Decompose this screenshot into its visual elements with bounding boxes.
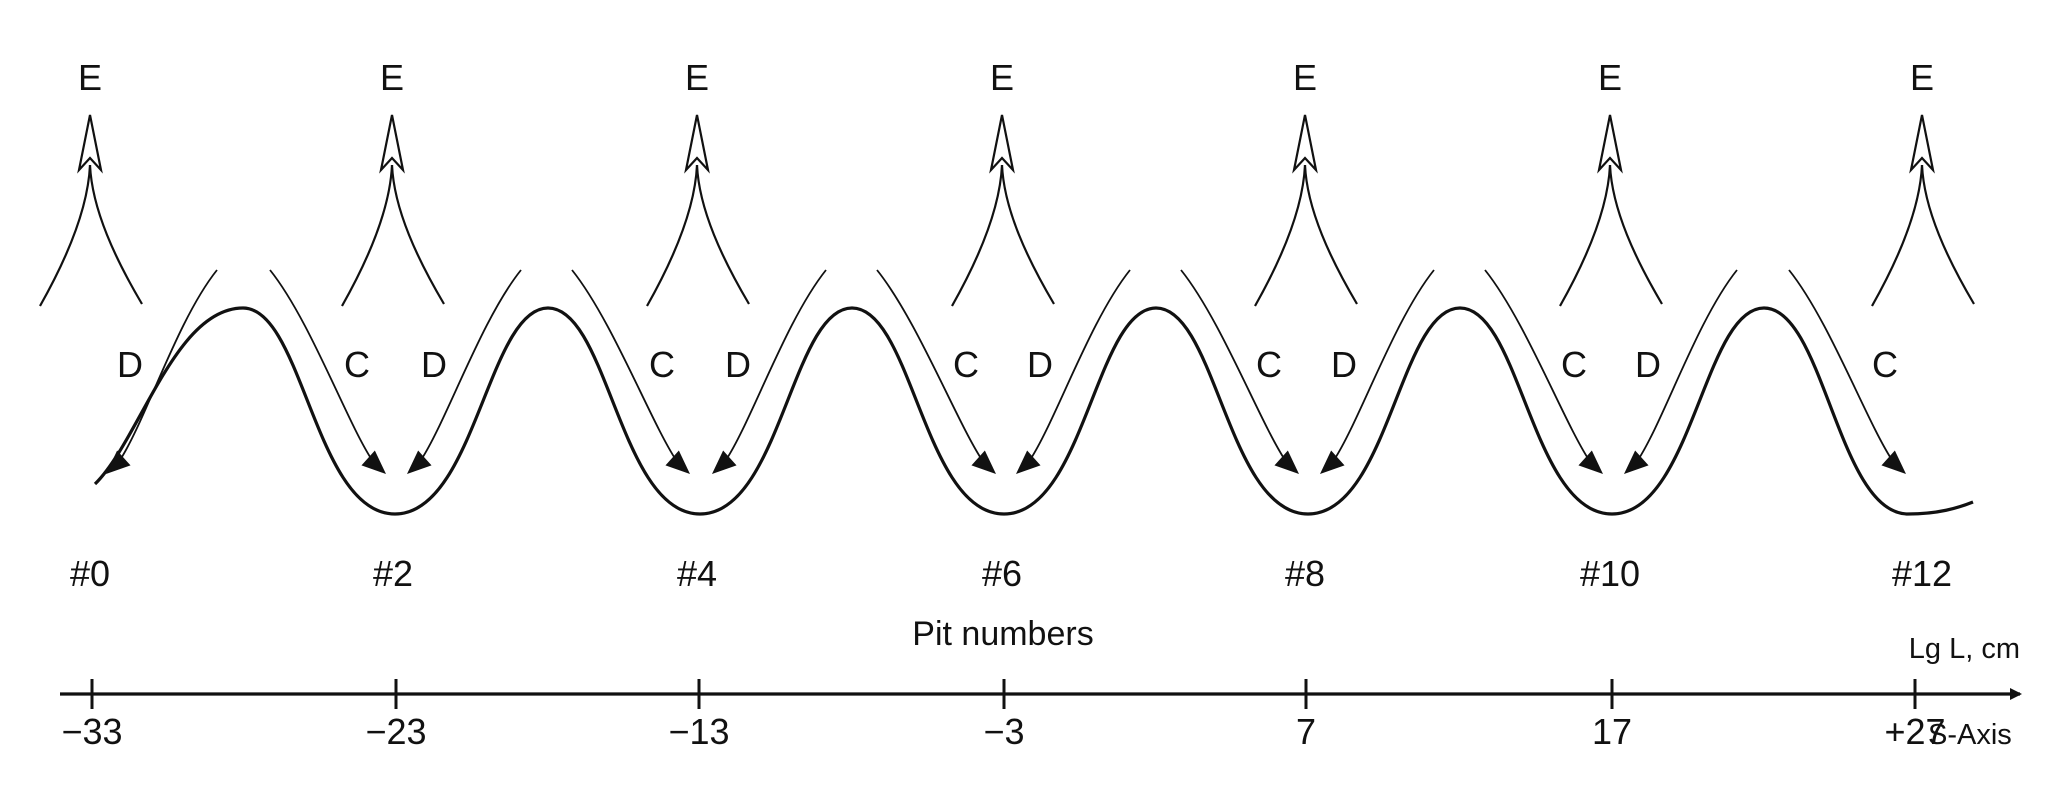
convergent-label: C: [649, 344, 675, 385]
emission-arrow: [646, 114, 750, 307]
pit-label: #8: [1285, 553, 1325, 594]
convergent-flow-arrow: [269, 269, 386, 474]
convergent-flow-arrow: [571, 269, 690, 474]
emission-arrow: [1871, 114, 1975, 307]
emission-label: E: [1910, 57, 1934, 98]
pit-label: #6: [982, 553, 1022, 594]
pit-label: #0: [70, 553, 110, 594]
divergent-label: D: [1635, 344, 1661, 385]
emission-label: E: [685, 57, 709, 98]
convergent-label: C: [1872, 344, 1898, 385]
convergent-label: C: [953, 344, 979, 385]
pit-relief-curve: [93, 306, 1974, 516]
divergent-flow-arrow: [1016, 269, 1131, 474]
s-axis-name: S-Axis: [1928, 719, 2012, 751]
divergent-label: D: [1331, 344, 1357, 385]
divergent-label: D: [1027, 344, 1053, 385]
s-axis-ticks: [90, 679, 1917, 709]
axis-tick-label: −13: [668, 711, 729, 752]
axis-tick-label: −33: [61, 711, 122, 752]
convergent-label: C: [1561, 344, 1587, 385]
emission-arrows: [39, 114, 1975, 307]
pit-label: #10: [1580, 553, 1640, 594]
divergent-flow-arrow: [407, 269, 522, 474]
emission-arrow: [341, 114, 445, 307]
emission-label: E: [1598, 57, 1622, 98]
pit-label: #4: [677, 553, 717, 594]
convergent-label: C: [344, 344, 370, 385]
emission-label: E: [380, 57, 404, 98]
emission-arrow: [1559, 114, 1663, 307]
emission-arrow: [39, 114, 143, 307]
divergent-flow-arrow: [1320, 269, 1435, 474]
axis-tick-label: +27: [1884, 711, 1945, 752]
pit-label: #2: [373, 553, 413, 594]
axis-tick-label: −23: [365, 711, 426, 752]
convergent-label: C: [1256, 344, 1282, 385]
axis-tick-label: 17: [1592, 711, 1632, 752]
pit-label: #12: [1892, 553, 1952, 594]
axis-tick-label: 7: [1296, 711, 1316, 752]
divergent-flow-arrow: [712, 269, 827, 474]
axis-tick-label: −3: [983, 711, 1024, 752]
pit-number-labels: #0 #2 #4 #6 #8 #10 #12: [70, 553, 1952, 594]
emission-label: E: [1293, 57, 1317, 98]
divergent-label: D: [421, 344, 447, 385]
emission-label: E: [78, 57, 102, 98]
pit-axis-title: Pit numbers: [912, 615, 1093, 653]
lg-axis-name: Lg L, cm: [1909, 633, 2020, 665]
flow-labels: D D D D D DC C C C C C: [117, 344, 1898, 385]
emission-arrow: [951, 114, 1055, 307]
convergent-flow-arrow: [1788, 269, 1906, 474]
divergent-label: D: [725, 344, 751, 385]
divergent-flow-arrow: [1624, 269, 1738, 474]
convergent-flow-arrow: [1484, 269, 1603, 474]
flow-arrows: [106, 269, 1906, 474]
emission-label: E: [990, 57, 1014, 98]
convergent-flow-arrow: [1180, 269, 1299, 474]
divergent-flow-arrow: [106, 269, 218, 474]
s-axis-tick-labels: −33 −23 −13 −3 7 17 +27: [61, 711, 1945, 752]
convergent-flow-arrow: [876, 269, 996, 474]
divergent-label: D: [117, 344, 143, 385]
emission-arrow: [1254, 114, 1358, 307]
